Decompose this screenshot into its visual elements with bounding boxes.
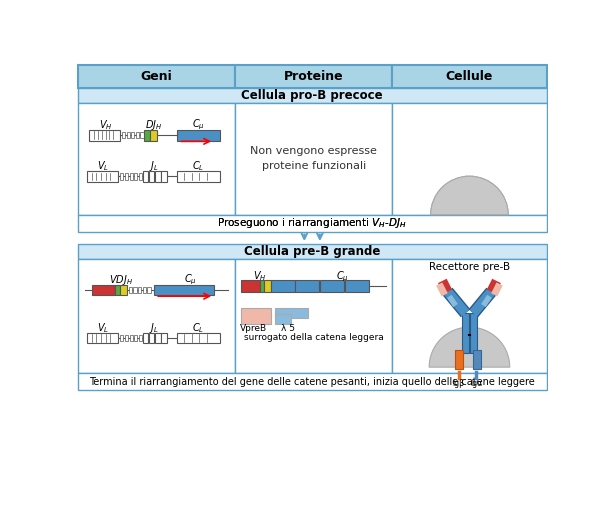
- Bar: [177, 171, 219, 182]
- Bar: [143, 171, 148, 182]
- Bar: [78, 88, 546, 103]
- Bar: [275, 308, 308, 318]
- Text: Igβ: Igβ: [452, 380, 465, 388]
- Bar: [260, 280, 264, 292]
- Bar: [177, 130, 219, 141]
- Text: $VDJ_H$: $VDJ_H$: [109, 273, 133, 287]
- Bar: [143, 287, 146, 293]
- Wedge shape: [431, 176, 508, 215]
- Bar: [147, 287, 150, 293]
- Bar: [161, 332, 167, 343]
- Text: $C_L$: $C_L$: [192, 160, 205, 173]
- Bar: [78, 244, 546, 259]
- Bar: [455, 350, 463, 369]
- Bar: [130, 335, 133, 341]
- Bar: [150, 130, 157, 141]
- Bar: [138, 287, 141, 293]
- Bar: [144, 130, 150, 141]
- Bar: [119, 285, 127, 296]
- Bar: [130, 173, 133, 180]
- Bar: [121, 173, 124, 180]
- Bar: [470, 313, 477, 353]
- Bar: [153, 285, 214, 296]
- Text: Non vengono espresse
proteine funzionali: Non vengono espresse proteine funzionali: [250, 146, 377, 171]
- Bar: [125, 173, 128, 180]
- Bar: [127, 132, 130, 138]
- Bar: [235, 103, 392, 215]
- Bar: [134, 335, 138, 341]
- Text: Recettore pre-B: Recettore pre-B: [429, 262, 510, 272]
- Text: $V_L$: $V_L$: [97, 160, 109, 173]
- Bar: [295, 280, 320, 292]
- Bar: [139, 335, 142, 341]
- Bar: [320, 280, 344, 292]
- Bar: [149, 332, 155, 343]
- Bar: [78, 373, 546, 390]
- Bar: [78, 215, 546, 232]
- Text: $C_\mu$: $C_\mu$: [185, 273, 197, 287]
- Bar: [136, 132, 139, 138]
- Bar: [78, 259, 235, 373]
- Text: λ 5: λ 5: [281, 323, 295, 333]
- Text: surrogato della catena leggera: surrogato della catena leggera: [244, 333, 384, 342]
- Text: Cellule: Cellule: [446, 70, 493, 82]
- Wedge shape: [429, 327, 510, 367]
- Bar: [78, 65, 235, 88]
- Bar: [264, 280, 270, 292]
- Bar: [91, 285, 115, 296]
- Text: Cellula pre-B grande: Cellula pre-B grande: [244, 245, 380, 258]
- Bar: [235, 65, 392, 88]
- Bar: [78, 103, 235, 215]
- Bar: [462, 313, 469, 353]
- Bar: [115, 285, 119, 296]
- Bar: [139, 173, 142, 180]
- Bar: [125, 335, 128, 341]
- Bar: [275, 313, 291, 323]
- Bar: [133, 287, 136, 293]
- Bar: [161, 171, 167, 182]
- Bar: [149, 171, 155, 182]
- Text: Proseguono i riarrangiamenti $V_H$-$DJ_H$: Proseguono i riarrangiamenti $V_H$-$DJ_H…: [217, 216, 407, 230]
- Bar: [241, 280, 260, 292]
- Text: $V_H$: $V_H$: [99, 118, 112, 132]
- Text: Termina il riarrangiamento del gene delle catene pesanti, inizia quello delle ca: Termina il riarrangiamento del gene dell…: [90, 377, 535, 387]
- Bar: [270, 280, 295, 292]
- Bar: [121, 335, 124, 341]
- Wedge shape: [431, 176, 508, 215]
- Bar: [122, 132, 125, 138]
- Bar: [241, 308, 270, 323]
- Text: $C_L$: $C_L$: [192, 321, 205, 335]
- Text: $V_H$: $V_H$: [253, 270, 267, 284]
- Text: Proteine: Proteine: [284, 70, 343, 82]
- Text: $C_\mu$: $C_\mu$: [336, 269, 348, 284]
- Text: Proseguono i riarrangiamenti $V_H$-$DJ_H$: Proseguono i riarrangiamenti $V_H$-$DJ_H…: [217, 216, 407, 230]
- Bar: [134, 173, 138, 180]
- Text: $C_\mu$: $C_\mu$: [192, 118, 205, 132]
- Bar: [155, 171, 161, 182]
- Text: $DJ_H$: $DJ_H$: [145, 118, 162, 132]
- Bar: [131, 132, 134, 138]
- Bar: [87, 171, 118, 182]
- Bar: [473, 350, 481, 369]
- Text: Igα: Igα: [470, 380, 482, 388]
- Text: Cellula pro-B precoce: Cellula pro-B precoce: [241, 89, 383, 102]
- Text: $J_L$: $J_L$: [149, 321, 158, 335]
- Bar: [155, 332, 161, 343]
- Bar: [143, 332, 148, 343]
- Bar: [88, 130, 119, 141]
- Bar: [235, 259, 392, 373]
- Text: $J_L$: $J_L$: [149, 160, 158, 173]
- Bar: [141, 132, 144, 138]
- Text: VpreB: VpreB: [240, 323, 267, 333]
- Text: $V_L$: $V_L$: [97, 321, 109, 335]
- Bar: [177, 332, 219, 343]
- Bar: [392, 65, 546, 88]
- Bar: [129, 287, 132, 293]
- Bar: [392, 103, 546, 215]
- Bar: [345, 280, 369, 292]
- Bar: [392, 259, 546, 373]
- Text: Geni: Geni: [141, 70, 172, 82]
- Bar: [87, 332, 118, 343]
